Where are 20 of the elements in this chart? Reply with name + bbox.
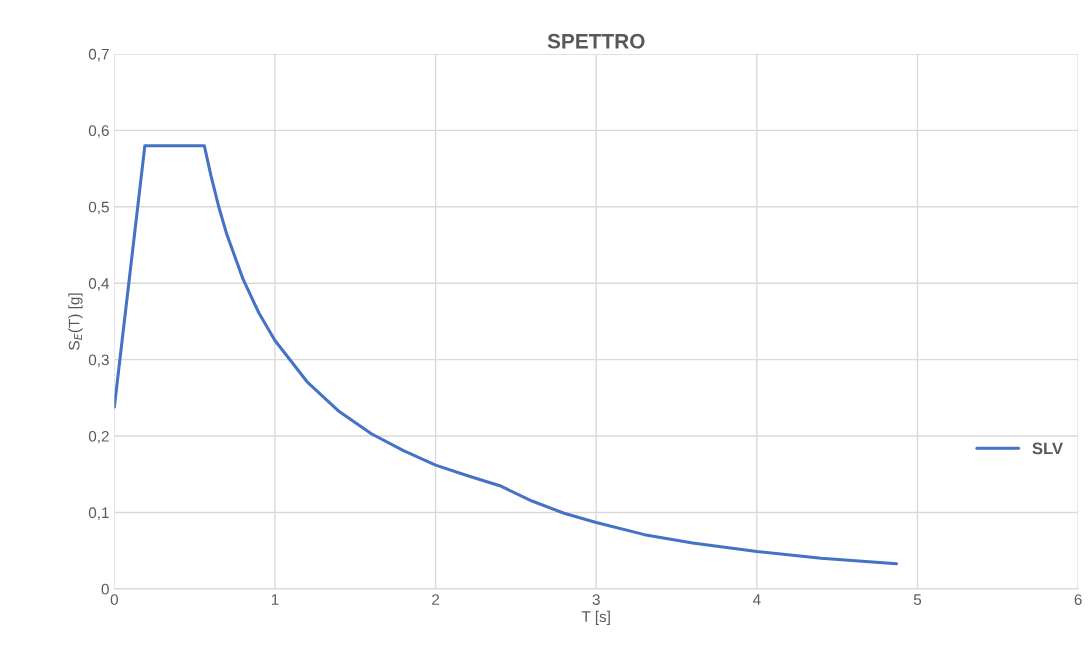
y-tick-label: 0,2 xyxy=(88,430,109,444)
y-tick-label: 0,6 xyxy=(88,125,109,138)
y-tick-label: 0,3 xyxy=(88,354,109,368)
y-tick-label: 0 xyxy=(101,583,109,595)
x-tick-label: 4 xyxy=(752,594,761,605)
x-axis-title: T [s] xyxy=(581,610,610,626)
y-tick-label: 0,4 xyxy=(88,278,110,291)
x-tick-label: 6 xyxy=(1074,594,1082,605)
y-axis-title: S$_{E}$(T) [g] xyxy=(68,293,83,350)
x-tick-label: 5 xyxy=(913,594,922,605)
y-tick-label: 0,1 xyxy=(88,507,109,520)
y-tick-label: 0,5 xyxy=(88,201,109,215)
x-tick-label: 3 xyxy=(592,594,600,605)
x-tick-label: 2 xyxy=(432,594,440,605)
x-tick-label: 0 xyxy=(110,594,118,605)
y-tick-label: 0,7 xyxy=(88,48,109,62)
chart-title: SPETTRO xyxy=(547,33,645,49)
x-tick-label: 1 xyxy=(271,594,279,605)
line-series xyxy=(114,144,899,566)
legend-label: SLV xyxy=(1032,442,1063,455)
